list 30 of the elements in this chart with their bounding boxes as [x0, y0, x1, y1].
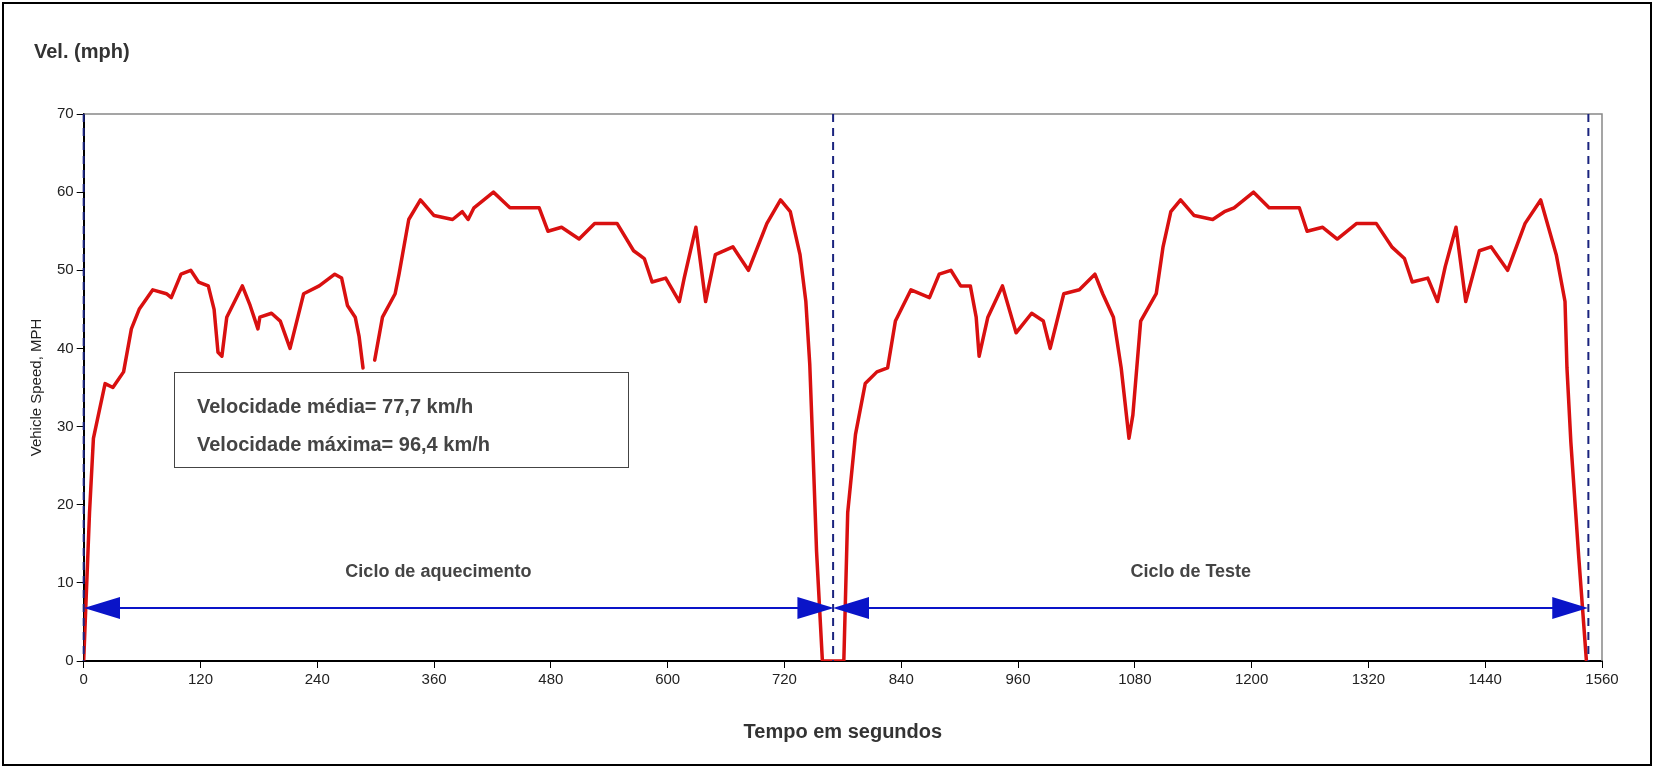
x-tick-label: 1080 — [1118, 670, 1152, 688]
x-axis-title: Tempo em segundos — [743, 719, 943, 742]
annotation: Velocidade máxima= 96,4 km/h — [197, 432, 491, 457]
y-tick-label: 20 — [57, 494, 74, 512]
text-box: Velocidade média= 77,7 km/h Velocidade máxima= 96,4 km/h — [174, 372, 629, 468]
x-tick-label: 840 — [888, 670, 914, 688]
x-tick-label: 600 — [655, 670, 681, 688]
x-tick-label: 1320 — [1351, 670, 1386, 688]
x-tick-label: 960 — [1005, 670, 1031, 688]
x-tick-label: 360 — [421, 670, 447, 688]
chart-title: Vel. (mph) — [34, 39, 130, 62]
annotation: Ciclo de Teste — [1130, 560, 1252, 582]
y-tick-label: 50 — [57, 260, 74, 278]
x-tick-label: 480 — [538, 670, 564, 688]
y-tick-label: 70 — [57, 104, 74, 122]
y-axis-title: Vehicle Speed, MPH — [27, 318, 45, 457]
x-tick-label: 1440 — [1468, 670, 1502, 688]
y-tick-label: 60 — [57, 182, 74, 200]
x-tick-label: 1560 — [1585, 670, 1619, 688]
x-tick-label: 240 — [304, 670, 330, 688]
x-tick-label: 1200 — [1234, 670, 1269, 688]
x-tick-label: 0 — [79, 670, 88, 688]
y-tick-label: 40 — [57, 338, 74, 356]
x-tick-label: 120 — [187, 670, 213, 688]
annotation: Velocidade média= 77,7 km/h — [197, 394, 475, 419]
x-tick-label: 720 — [771, 670, 797, 688]
annotation: Ciclo de aquecimento — [345, 560, 532, 582]
y-tick-label: 30 — [57, 416, 74, 434]
y-tick-label: 0 — [65, 651, 74, 669]
y-tick-label: 10 — [57, 573, 74, 590]
